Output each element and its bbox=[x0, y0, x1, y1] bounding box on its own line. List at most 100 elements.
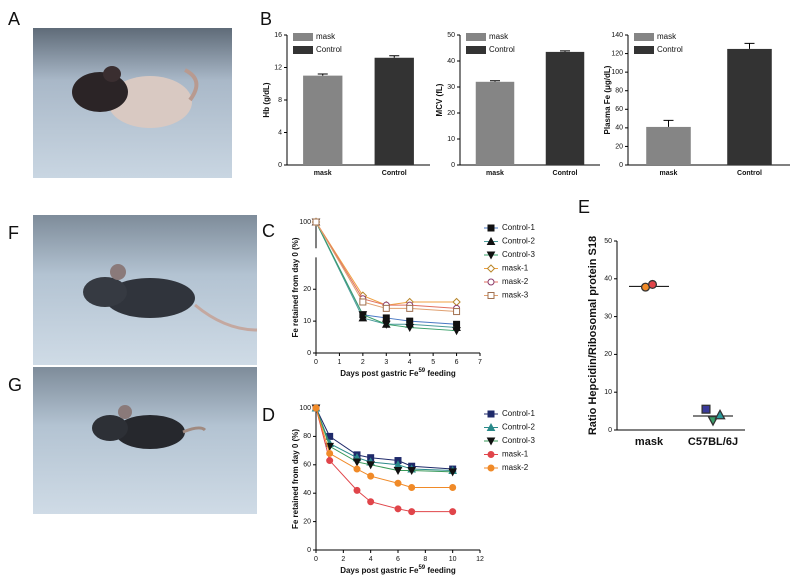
y-tick-label: 0 bbox=[307, 547, 311, 554]
marker bbox=[326, 449, 334, 457]
y-tick-label: 60 bbox=[615, 106, 623, 113]
x-tick-label: Control bbox=[382, 170, 407, 177]
legend-marker bbox=[487, 224, 495, 232]
bar bbox=[545, 51, 585, 165]
legend-label: Control-2 bbox=[502, 237, 535, 246]
y-tick-label: 30 bbox=[447, 84, 455, 91]
bar bbox=[303, 75, 343, 165]
chart: 0 20 40 60 80 100 120 140 Plasma Fe (μg/dL) mask m… bbox=[603, 32, 790, 177]
y-tick-label: 20 bbox=[303, 286, 311, 293]
marker bbox=[714, 408, 726, 420]
legend-marker bbox=[487, 464, 495, 472]
y-tick-label: 20 bbox=[604, 351, 612, 358]
y-tick-label: 100 bbox=[299, 219, 311, 226]
y-axis-label: Fe retained from day 0 (%) bbox=[291, 429, 300, 529]
x-tick-label: 2 bbox=[361, 359, 365, 366]
legend-marker bbox=[487, 292, 495, 299]
series-line bbox=[315, 407, 453, 489]
y-tick-label: 100 bbox=[299, 405, 311, 412]
x-tick-label: 10 bbox=[449, 556, 457, 563]
y-tick-label: 100 bbox=[611, 69, 623, 76]
x-axis-label-part: feeding bbox=[425, 369, 456, 378]
marker bbox=[358, 311, 368, 320]
bar bbox=[646, 126, 691, 165]
marker bbox=[405, 323, 415, 333]
y-tick-label: 16 bbox=[274, 32, 282, 39]
y-tick-label: 4 bbox=[278, 129, 282, 136]
y-tick-label: 50 bbox=[447, 32, 455, 39]
photo-g bbox=[33, 367, 257, 514]
legend-marker bbox=[486, 236, 496, 245]
y-tick-label: 40 bbox=[615, 125, 623, 132]
y-axis-label: Plasma Fe (μg/dL) bbox=[603, 65, 612, 134]
y-tick-label: 0 bbox=[619, 162, 623, 169]
y-tick-label: 0 bbox=[451, 162, 455, 169]
x-axis-label-part: Days post gastric Fe bbox=[340, 566, 419, 575]
panel-label: C bbox=[262, 221, 275, 241]
legend-label: Control-1 bbox=[502, 409, 535, 418]
chart: 0 10 20 30 40 50 Ratio Hepcidin/Ribosomal prot… bbox=[587, 236, 745, 448]
legend-label: Control bbox=[489, 45, 515, 54]
marker bbox=[393, 466, 403, 476]
marker bbox=[449, 484, 457, 492]
y-axis-label: MCV (fL) bbox=[435, 83, 444, 116]
legend-marker bbox=[486, 251, 496, 260]
y-tick-label: 0 bbox=[278, 162, 282, 169]
y-tick-label: 30 bbox=[604, 313, 612, 320]
y-tick-label: 0 bbox=[608, 427, 612, 434]
x-tick-label: mask bbox=[486, 170, 504, 177]
legend-label: mask-3 bbox=[502, 291, 529, 300]
chart: 0 20 40 60 80 100 Fe retained from day 0 (%) 0 2… bbox=[291, 403, 535, 575]
photo-f bbox=[33, 215, 258, 365]
y-tick-label: 10 bbox=[604, 389, 612, 396]
marker bbox=[394, 505, 402, 513]
series-line bbox=[315, 407, 453, 513]
panel-label: F bbox=[8, 223, 19, 243]
legend-swatch bbox=[466, 33, 486, 41]
marker bbox=[381, 320, 391, 329]
x-tick-label: 6 bbox=[396, 556, 400, 563]
marker bbox=[647, 279, 658, 290]
x-axis-label-part: 59 bbox=[418, 368, 425, 374]
panel-label: D bbox=[262, 405, 275, 425]
y-tick-label: 10 bbox=[447, 136, 455, 143]
x-axis-label-part: 59 bbox=[418, 565, 425, 571]
legend-marker bbox=[486, 422, 496, 431]
marker bbox=[312, 404, 320, 412]
x-tick-label: mask bbox=[660, 170, 678, 177]
panel-label: E bbox=[578, 197, 590, 217]
legend-label: mask-2 bbox=[502, 277, 529, 286]
marker bbox=[406, 304, 414, 312]
marker bbox=[382, 304, 390, 312]
marker bbox=[312, 218, 320, 226]
y-axis-label: Fe retained from day 0 (%) bbox=[291, 237, 300, 337]
x-tick-label: 1 bbox=[337, 359, 341, 366]
y-tick-label: 8 bbox=[278, 97, 282, 104]
legend-label: mask bbox=[316, 32, 336, 41]
series-line bbox=[315, 221, 457, 332]
bar bbox=[475, 81, 515, 165]
legend-swatch bbox=[634, 46, 654, 54]
marker bbox=[359, 298, 367, 306]
x-tick-label: mask bbox=[314, 170, 332, 177]
legend-swatch bbox=[466, 46, 486, 54]
x-tick-label: C57BL/6J bbox=[688, 436, 738, 448]
x-tick-label: Control bbox=[737, 170, 762, 177]
legend-label: Control-1 bbox=[502, 223, 535, 232]
x-tick-label: 12 bbox=[476, 556, 484, 563]
x-axis-label-part: feeding bbox=[425, 566, 456, 575]
legend-label: mask-2 bbox=[502, 463, 529, 472]
x-axis-label: Days post gastric Fe59 feeding bbox=[340, 368, 456, 379]
y-tick-label: 80 bbox=[615, 88, 623, 95]
marker bbox=[701, 404, 711, 414]
y-tick-label: 140 bbox=[611, 32, 623, 39]
x-tick-label: 0 bbox=[314, 359, 318, 366]
error-bar bbox=[744, 42, 755, 49]
legend-label: Control-3 bbox=[502, 436, 535, 445]
y-tick-label: 50 bbox=[604, 238, 612, 245]
panel-label: A bbox=[8, 9, 20, 29]
error-bar bbox=[389, 55, 400, 58]
